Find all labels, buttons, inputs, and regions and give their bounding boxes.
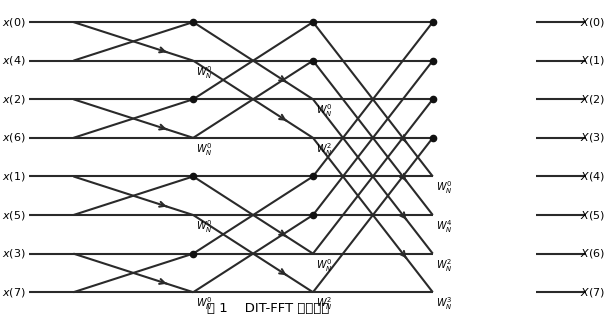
Text: $X(3)$: $X(3)$ bbox=[580, 131, 605, 144]
Text: $x(5)$: $x(5)$ bbox=[2, 209, 26, 222]
Text: $W_N^3$: $W_N^3$ bbox=[435, 295, 452, 312]
Text: $X(0)$: $X(0)$ bbox=[580, 15, 605, 29]
Text: $W_N^0$: $W_N^0$ bbox=[196, 64, 213, 80]
Text: $W_N^4$: $W_N^4$ bbox=[435, 218, 452, 235]
Text: $X(1)$: $X(1)$ bbox=[580, 54, 605, 67]
Text: $X(2)$: $X(2)$ bbox=[580, 93, 605, 106]
Text: $W_N^2$: $W_N^2$ bbox=[316, 141, 333, 158]
Text: $W_N^2$: $W_N^2$ bbox=[435, 257, 452, 273]
Text: 图 1    DIT-FFT 变换示意: 图 1 DIT-FFT 变换示意 bbox=[207, 302, 329, 315]
Text: $x(0)$: $x(0)$ bbox=[2, 15, 26, 29]
Text: $x(2)$: $x(2)$ bbox=[2, 93, 26, 106]
Text: $W_N^0$: $W_N^0$ bbox=[196, 141, 213, 158]
Text: $W_N^0$: $W_N^0$ bbox=[316, 102, 333, 119]
Text: $x(1)$: $x(1)$ bbox=[2, 170, 26, 183]
Text: $x(6)$: $x(6)$ bbox=[2, 131, 26, 144]
Text: $x(7)$: $x(7)$ bbox=[2, 286, 26, 299]
Text: $W_N^2$: $W_N^2$ bbox=[316, 295, 333, 312]
Text: $W_N^0$: $W_N^0$ bbox=[196, 295, 213, 312]
Text: $W_N^0$: $W_N^0$ bbox=[196, 218, 213, 235]
Text: $X(7)$: $X(7)$ bbox=[580, 286, 605, 299]
Text: $W_N^0$: $W_N^0$ bbox=[435, 180, 452, 196]
Text: $x(4)$: $x(4)$ bbox=[2, 54, 26, 67]
Text: $X(4)$: $X(4)$ bbox=[580, 170, 605, 183]
Text: $x(3)$: $x(3)$ bbox=[2, 247, 26, 260]
Text: $X(5)$: $X(5)$ bbox=[580, 209, 605, 222]
Text: $X(6)$: $X(6)$ bbox=[580, 247, 605, 260]
Text: $W_N^0$: $W_N^0$ bbox=[316, 257, 333, 273]
